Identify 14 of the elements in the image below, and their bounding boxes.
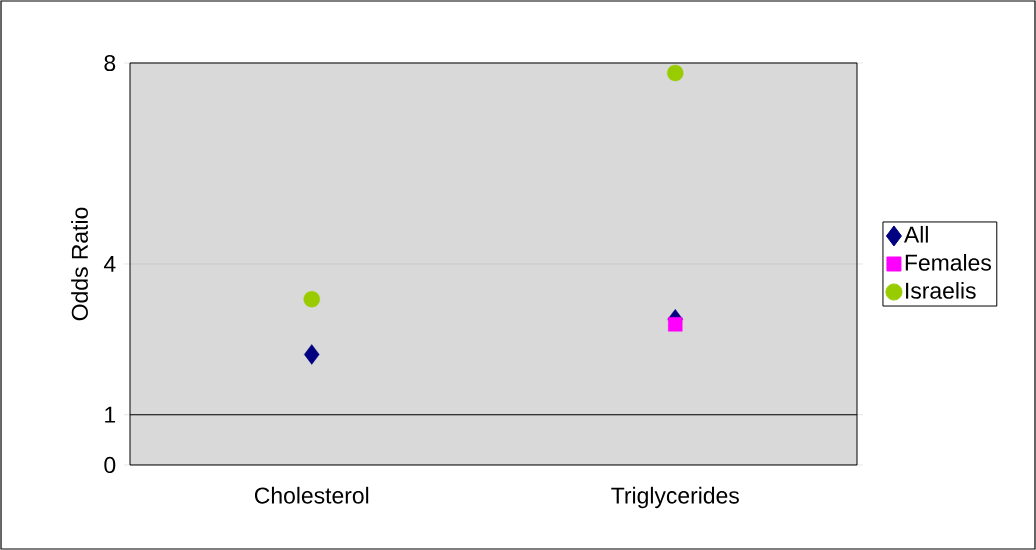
x-tick-label: Cholesterol — [254, 486, 369, 504]
y-tick-label: 8 — [104, 54, 116, 72]
legend-label: All — [903, 225, 928, 243]
point — [303, 290, 320, 308]
x-tick-label: Triglycerides — [611, 486, 739, 509]
legend-label: Israelis — [906, 281, 976, 299]
legend-label: Females — [905, 253, 991, 271]
y-tick-label: 1 — [105, 406, 116, 423]
y-axis-title: Odds Ratio — [71, 207, 88, 321]
point — [667, 64, 684, 82]
y-tick-label: 0 — [104, 456, 116, 474]
point — [668, 317, 683, 332]
y-tick-label: 4 — [103, 256, 116, 272]
point — [304, 344, 320, 365]
